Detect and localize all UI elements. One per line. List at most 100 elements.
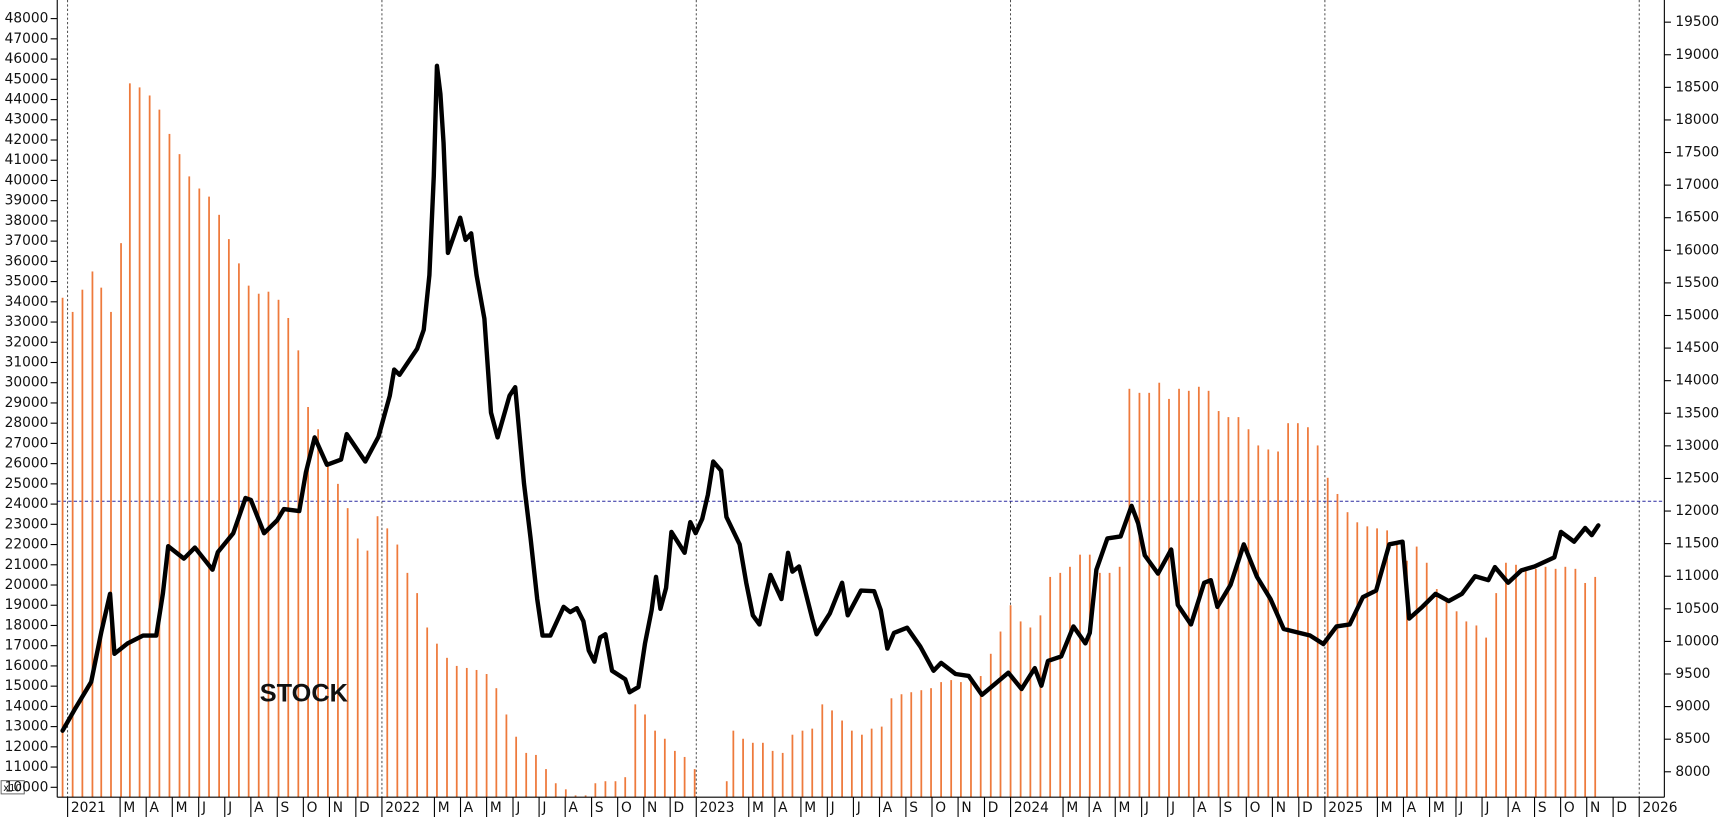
y-tick-label: 35000: [5, 274, 49, 290]
x-tick-label: A: [464, 800, 474, 816]
x-tick-label: N: [1276, 800, 1286, 816]
bar: [1495, 593, 1498, 798]
x-tick-label: J: [1144, 800, 1149, 816]
y2-tick-label: 19000: [1675, 47, 1719, 63]
y-tick-label: 46000: [5, 51, 49, 67]
x-tick-label: N: [333, 800, 343, 816]
bar: [386, 528, 389, 798]
x-tick-label: D: [673, 800, 684, 816]
bar: [1534, 568, 1537, 798]
bar: [771, 750, 774, 798]
x-tick-label: J: [1484, 800, 1489, 816]
x-tick-label: D: [1302, 800, 1313, 816]
bar: [188, 176, 191, 798]
y-tick-label: 19000: [5, 597, 49, 613]
x-tick-label: S: [1538, 800, 1547, 816]
bar: [1465, 621, 1468, 798]
y-tick-label: 40000: [5, 172, 49, 188]
bar: [683, 756, 686, 798]
bar: [1187, 390, 1190, 798]
x-tick-label: J: [227, 800, 232, 816]
bar: [426, 627, 429, 798]
bar: [81, 289, 84, 798]
bar: [158, 109, 161, 798]
bar: [1505, 562, 1507, 798]
x-tick-label: 2023: [700, 800, 735, 816]
bar: [218, 214, 220, 798]
y-tick-label: 47000: [5, 31, 49, 47]
bar: [475, 669, 478, 798]
y-tick-label: 41000: [5, 152, 49, 168]
bar: [1346, 512, 1349, 798]
bar: [1029, 627, 1032, 798]
bar: [238, 263, 240, 798]
y-tick-label: 37000: [5, 233, 49, 249]
bar: [1059, 572, 1062, 798]
x-tick-label: M: [1433, 800, 1445, 816]
bar: [1009, 605, 1012, 798]
y-tick-label: 44000: [5, 92, 49, 108]
x-tick-label: D: [359, 800, 370, 816]
bar: [1435, 589, 1438, 798]
x-tick-label: J: [515, 800, 520, 816]
y-tick-label: 20000: [5, 577, 49, 593]
y2-tick-label: 8500: [1675, 731, 1710, 747]
bar: [801, 730, 804, 798]
bar: [900, 694, 903, 798]
y-tick-label: 29000: [5, 395, 49, 411]
bar: [1197, 386, 1200, 798]
x-tick-label: A: [568, 800, 578, 816]
x-tick-label: J: [541, 800, 546, 816]
bar: [535, 754, 537, 798]
bar: [446, 657, 448, 798]
x-tick-label: N: [647, 800, 657, 816]
bar: [168, 133, 171, 798]
x-tick-label: J: [1170, 800, 1175, 816]
bar: [850, 730, 853, 798]
bar: [1296, 423, 1299, 798]
bar: [178, 154, 181, 798]
bar: [841, 720, 843, 798]
bar: [110, 311, 112, 798]
bar: [337, 483, 339, 798]
bar: [1039, 615, 1042, 798]
bar: [584, 795, 587, 798]
x-tick-label: 2025: [1328, 800, 1363, 816]
x-tick-label: A: [254, 800, 264, 816]
multiplier-box: [0, 780, 25, 795]
line: [60, 63, 1601, 733]
bar: [1118, 566, 1121, 798]
x-tick-label: M: [1066, 800, 1078, 816]
bar: [1594, 576, 1597, 798]
bar: [1316, 445, 1319, 798]
x-tick-label: A: [1092, 800, 1102, 816]
x-tick-label: A: [1197, 800, 1207, 816]
y2-tick-label: 17000: [1675, 177, 1719, 193]
y-tick-label: 36000: [5, 253, 49, 269]
bar: [465, 667, 468, 798]
bar: [1425, 562, 1428, 798]
bar: [376, 516, 379, 798]
bar: [1415, 546, 1418, 798]
bar: [979, 676, 982, 798]
bar: [1108, 572, 1111, 798]
bar: [751, 742, 754, 798]
bar: [128, 83, 131, 798]
y2-tick-label: 14500: [1675, 340, 1719, 356]
bar: [247, 285, 250, 798]
bar: [525, 752, 528, 798]
bar: [1574, 568, 1577, 798]
y-tick-label: 27000: [5, 435, 49, 451]
bar: [1069, 566, 1071, 798]
x-tick-label: D: [988, 800, 999, 816]
bar: [732, 730, 735, 798]
y2-tick-label: 19500: [1675, 14, 1719, 30]
bar: [148, 95, 151, 798]
bar: [1475, 625, 1478, 798]
y2-tick-label: 12000: [1675, 503, 1719, 519]
bar: [831, 710, 833, 798]
bar: [811, 728, 814, 798]
bar: [1128, 388, 1131, 798]
y-tick-label: 13000: [5, 719, 49, 735]
bar: [1247, 429, 1250, 798]
